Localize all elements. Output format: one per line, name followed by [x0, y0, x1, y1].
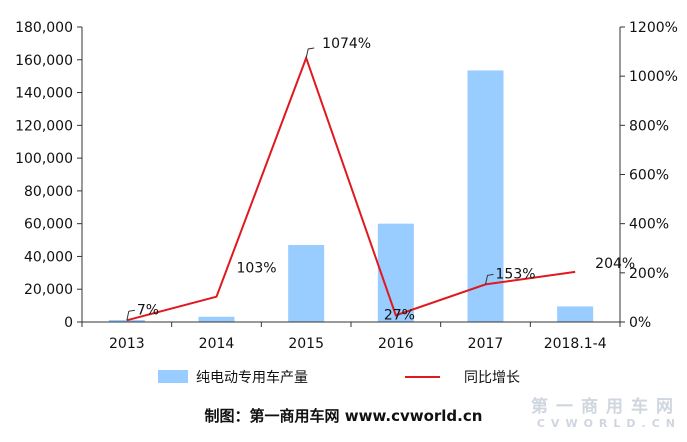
line-series: 7% 103% 1074% 27% 153% 204% [126, 36, 635, 323]
growth-line [126, 55, 576, 322]
chart: 0 20,000 40,000 60,000 80,000 100,000 120,000 1… [15, 20, 678, 386]
data-label-2015: 1074% [322, 36, 371, 52]
y2-tick-label: 600% [629, 168, 669, 184]
y2-tick-label: 1200% [629, 20, 678, 36]
legend-label-bars: 纯电动专用车产量 [196, 369, 308, 386]
y2-tick-label: 800% [629, 118, 669, 134]
legend-swatch-bars [158, 370, 188, 383]
bar-2016 [377, 223, 414, 322]
bar-2018.1-4 [557, 306, 594, 322]
y2-tick-label: 0% [629, 315, 651, 331]
legend: 纯电动专用车产量 同比增长 [158, 369, 520, 386]
y-tick-label: 140,000 [15, 86, 73, 102]
watermark-logo: 第一商用车网 CVWORLD.CN [531, 397, 681, 430]
y-tick-label: 120,000 [15, 118, 73, 134]
bar-2015 [288, 244, 325, 322]
data-label-2018.1-4: 204% [595, 256, 635, 272]
axes: 0 20,000 40,000 60,000 80,000 100,000 120,000 1… [15, 20, 678, 352]
x-tick-label: 2014 [199, 336, 235, 352]
data-label-2017: 153% [496, 266, 536, 282]
watermark-cn: 第一商用车网 [531, 397, 681, 417]
y2-tick-label: 400% [629, 217, 669, 233]
bar-2014 [198, 316, 235, 322]
label-leader [305, 47, 315, 59]
y-tick-label: 80,000 [24, 184, 73, 200]
x-tick-label: 2017 [468, 336, 504, 352]
y-tick-label: 100,000 [15, 151, 73, 167]
data-label-2013: 7% [137, 302, 159, 318]
y-tick-label: 0 [64, 315, 73, 331]
y-tick-label: 180,000 [15, 20, 73, 36]
watermark-en: CVWORLD.CN [536, 417, 681, 430]
y-tick-label: 60,000 [24, 217, 73, 233]
legend-label-line: 同比增长 [464, 370, 520, 386]
label-leader [485, 273, 494, 285]
bar-2017 [467, 70, 504, 322]
data-label-2016: 27% [384, 307, 415, 323]
bar-series [108, 70, 594, 322]
x-tick-label: 2018.1-4 [544, 336, 607, 352]
x-tick-label: 2013 [109, 336, 145, 352]
bar-2013 [108, 320, 145, 322]
x-tick-label: 2015 [288, 336, 324, 352]
y-tick-label: 20,000 [24, 282, 73, 298]
y-tick-label: 160,000 [15, 53, 73, 69]
y-tick-label: 40,000 [24, 249, 73, 265]
data-label-2014: 103% [237, 261, 277, 277]
y2-tick-label: 1000% [629, 69, 678, 85]
label-leader [126, 309, 135, 321]
footer-caption: 制图：第一商用车网 www.cvworld.cn [204, 407, 483, 425]
x-tick-label: 2016 [378, 336, 414, 352]
y2-tick-label: 200% [629, 266, 669, 282]
